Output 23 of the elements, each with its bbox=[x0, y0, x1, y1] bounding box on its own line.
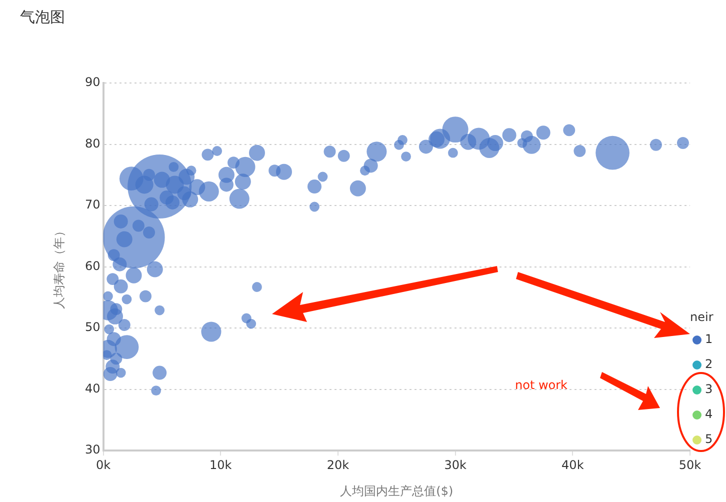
y-tick-label: 90 bbox=[84, 75, 100, 90]
x-tick-label: 30k bbox=[444, 458, 466, 472]
legend-label: 2 bbox=[705, 357, 713, 372]
y-tick-label: 40 bbox=[84, 381, 100, 396]
x-tick-label: 10k bbox=[210, 458, 232, 472]
x-tick-label: 20k bbox=[326, 458, 350, 472]
legend-label: 4 bbox=[705, 407, 713, 422]
y-axis-title: 人均寿命（年） bbox=[52, 224, 66, 309]
x-tick-label: 40k bbox=[562, 458, 584, 472]
y-tick-label: 60 bbox=[84, 258, 100, 273]
chart-title: 气泡图 bbox=[20, 8, 65, 26]
annotation: not work bbox=[515, 378, 568, 392]
legend-title: neir bbox=[690, 310, 714, 324]
x-tick-label: 50k bbox=[678, 458, 702, 472]
x-tick-label: 0k bbox=[96, 458, 111, 472]
y-tick-label: 70 bbox=[84, 198, 100, 212]
legend-label: 3 bbox=[705, 382, 713, 396]
y-tick-label: 30 bbox=[84, 442, 100, 457]
legend-label: 1 bbox=[705, 332, 713, 346]
y-tick-label: 50 bbox=[84, 320, 100, 334]
y-tick-label: 80 bbox=[84, 136, 100, 150]
legend-label: 5 bbox=[705, 432, 713, 446]
x-axis-title: 人均国内生产总值($) bbox=[340, 484, 454, 498]
